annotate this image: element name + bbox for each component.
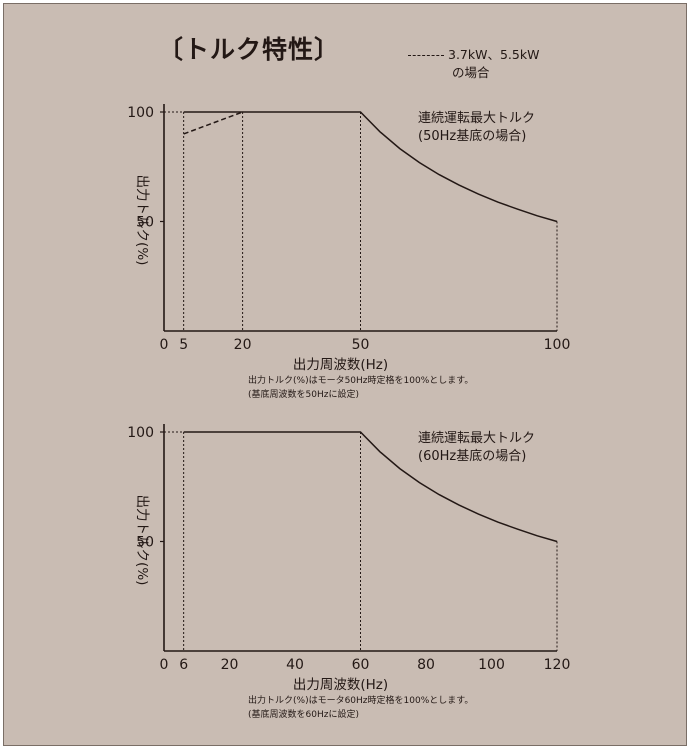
chart1-y-tick-label: 50 bbox=[136, 215, 154, 231]
chart1-note: (基底周波数を50Hzに設定) bbox=[248, 388, 359, 400]
chart2-curve-label: 連続運転最大トルク bbox=[418, 431, 535, 446]
chart2-x-tick-label: 0 bbox=[160, 657, 169, 673]
legend-label-line1: 3.7kW、5.5kW bbox=[448, 47, 540, 62]
chart2-x-tick-label: 80 bbox=[417, 657, 435, 673]
chart2-note: (基底周波数を60Hzに設定) bbox=[248, 708, 359, 720]
chart2-note: 出力トルク(%)はモータ60Hz時定格を100%とします。 bbox=[248, 694, 473, 706]
chart1-curve-label: 連続運転最大トルク bbox=[418, 111, 535, 126]
chart1-note: 出力トルク(%)はモータ50Hz時定格を100%とします。 bbox=[248, 374, 473, 386]
chart1-x-tick-label: 20 bbox=[234, 337, 252, 353]
chart2-y-axis-label: 出力トルク(%) bbox=[134, 495, 150, 586]
chart2-x-tick-label: 100 bbox=[478, 657, 505, 673]
chart2-x-tick-label: 40 bbox=[286, 657, 304, 673]
chart1-y-axis-label: 出力トルク(%) bbox=[134, 175, 150, 266]
chart1-series-dashed-line bbox=[183, 111, 243, 135]
legend: 3.7kW、5.5kW の場合 bbox=[408, 44, 540, 80]
chart2-x-tick-label: 60 bbox=[352, 657, 370, 673]
chart1-series-torque-line bbox=[183, 111, 558, 223]
chart1-x-tick-label: 50 bbox=[352, 337, 370, 353]
chart1-y-tick-label: 100 bbox=[127, 105, 154, 121]
chart2-curve-label: (60Hz基底の場合) bbox=[418, 448, 526, 464]
chart1-x-axis-label: 出力周波数(Hz) bbox=[293, 357, 388, 373]
chart1-x-tick-label: 100 bbox=[544, 337, 571, 353]
torque-characteristics-panel bbox=[3, 3, 687, 746]
legend-label-line2: の場合 bbox=[452, 65, 490, 80]
chart1-x-tick-label: 0 bbox=[160, 337, 169, 353]
chart2-y-tick-label: 100 bbox=[127, 425, 154, 441]
chart2-y-tick-label: 50 bbox=[136, 535, 154, 551]
chart2-x-tick-label: 120 bbox=[544, 657, 571, 673]
chart2-x-tick-label: 20 bbox=[221, 657, 239, 673]
chart2-x-axis-label: 出力周波数(Hz) bbox=[293, 677, 388, 693]
chart2-series-torque-line bbox=[183, 431, 558, 543]
chart1-curve-label: (50Hz基底の場合) bbox=[418, 128, 526, 144]
legend-dashed-line bbox=[408, 55, 444, 56]
chart1-x-tick-label: 5 bbox=[179, 337, 188, 353]
page-title: 〔トルク特性〕 bbox=[158, 35, 341, 64]
chart2-x-tick-label: 6 bbox=[179, 657, 188, 673]
